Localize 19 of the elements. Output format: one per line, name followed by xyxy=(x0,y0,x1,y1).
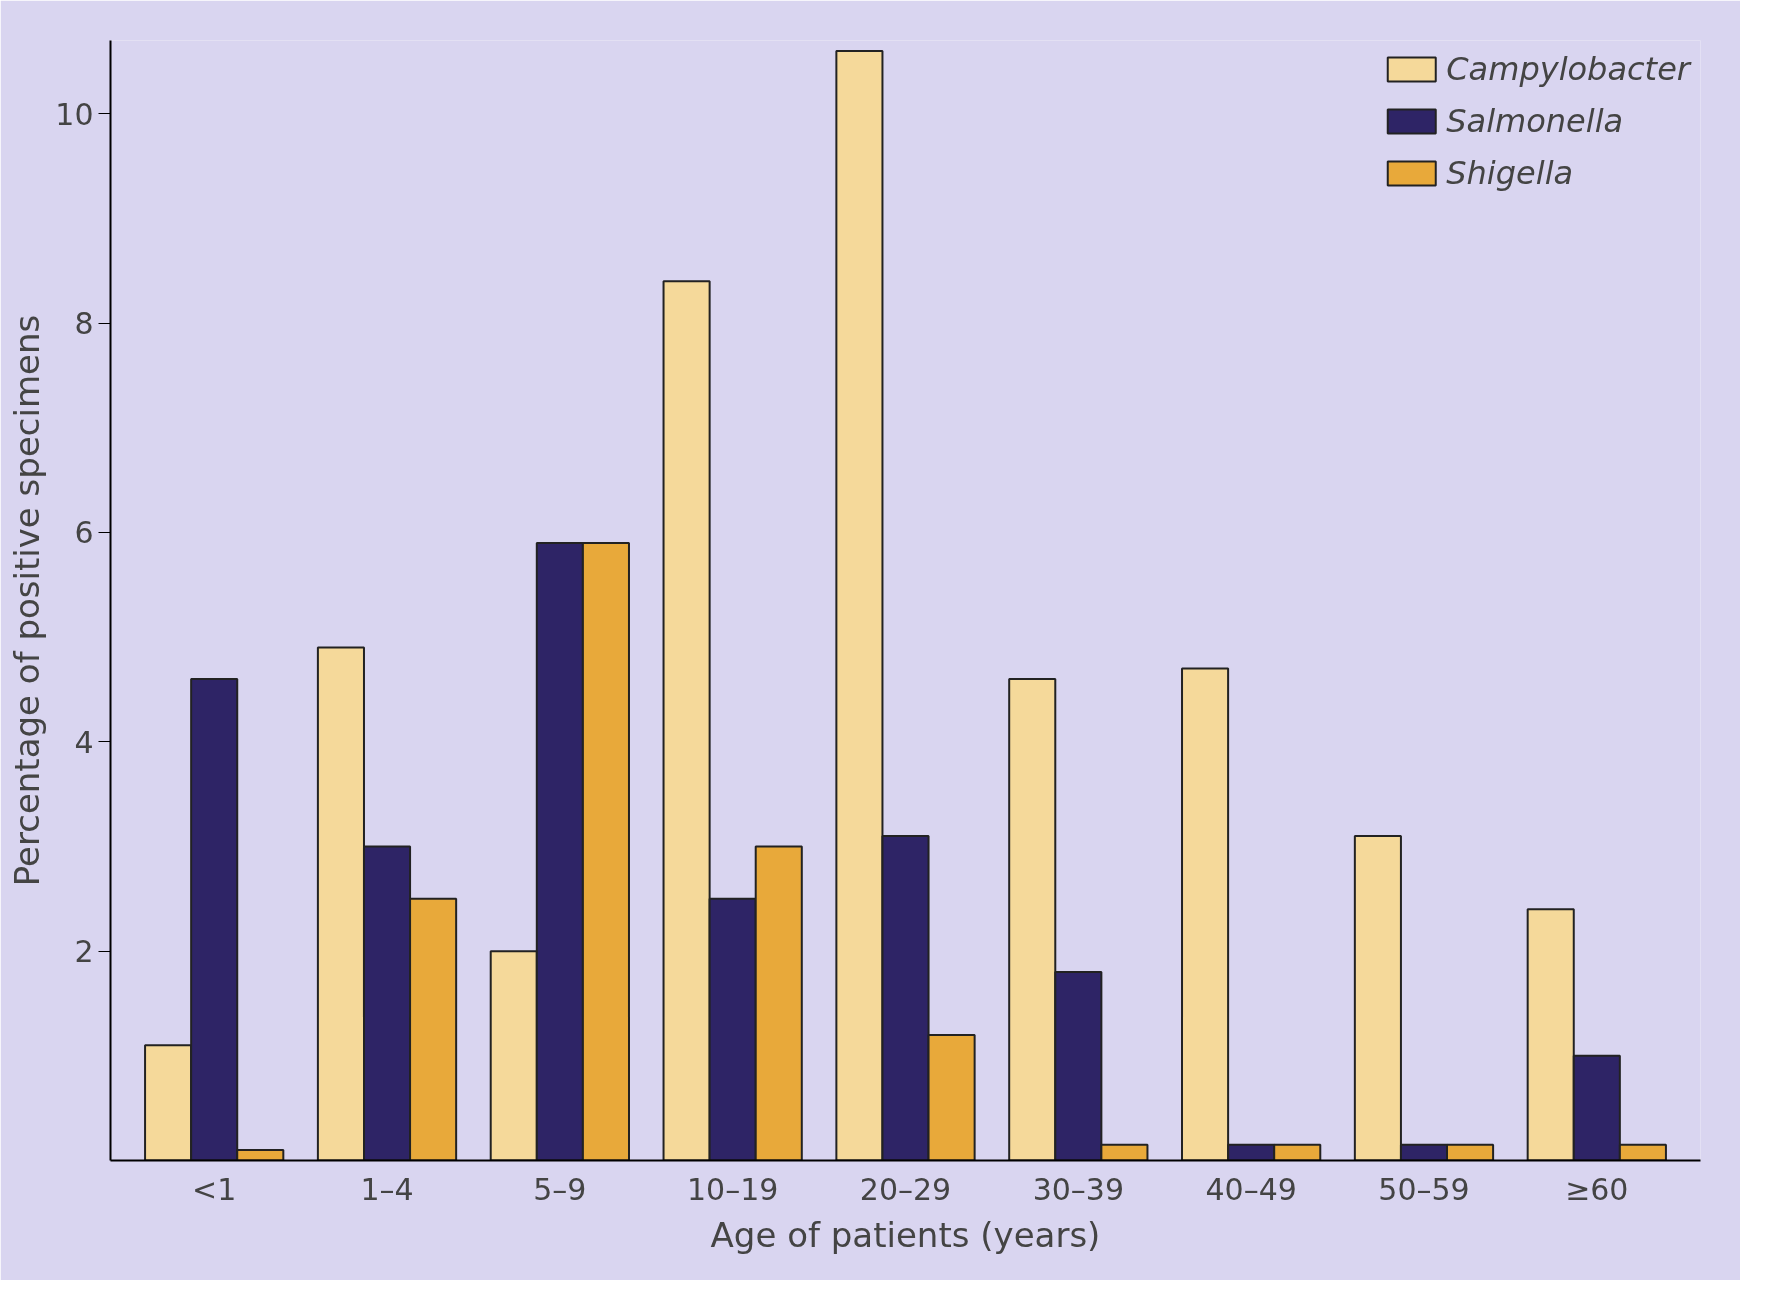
y-tick-label: 10 xyxy=(55,96,94,132)
y-axis-title: Percentage of positive specimens xyxy=(7,314,48,887)
x-tick-label: ≥60 xyxy=(1565,1171,1629,1207)
x-tick-label: 40–49 xyxy=(1205,1171,1297,1207)
y-tick-label: 4 xyxy=(74,724,94,760)
legend-label: Shigella xyxy=(1446,154,1574,192)
y-tick-label: 2 xyxy=(74,934,94,970)
x-axis-title: Age of patients (years) xyxy=(710,1214,1101,1255)
y-tick-label: 8 xyxy=(74,306,94,342)
legend-label: Salmonella xyxy=(1446,102,1624,140)
x-tick-label: 50–59 xyxy=(1378,1171,1470,1207)
legend-label: Campylobacter xyxy=(1446,50,1690,88)
x-tick-label: 10–19 xyxy=(687,1171,779,1207)
x-tick-label: 1–4 xyxy=(360,1171,414,1207)
y-tick-label: 6 xyxy=(74,515,94,551)
x-tick-label: 20–29 xyxy=(859,1171,952,1207)
x-tick-label: 30–39 xyxy=(1032,1171,1125,1207)
x-tick-label: 5–9 xyxy=(533,1171,587,1207)
x-tick-label: <1 xyxy=(192,1171,237,1207)
